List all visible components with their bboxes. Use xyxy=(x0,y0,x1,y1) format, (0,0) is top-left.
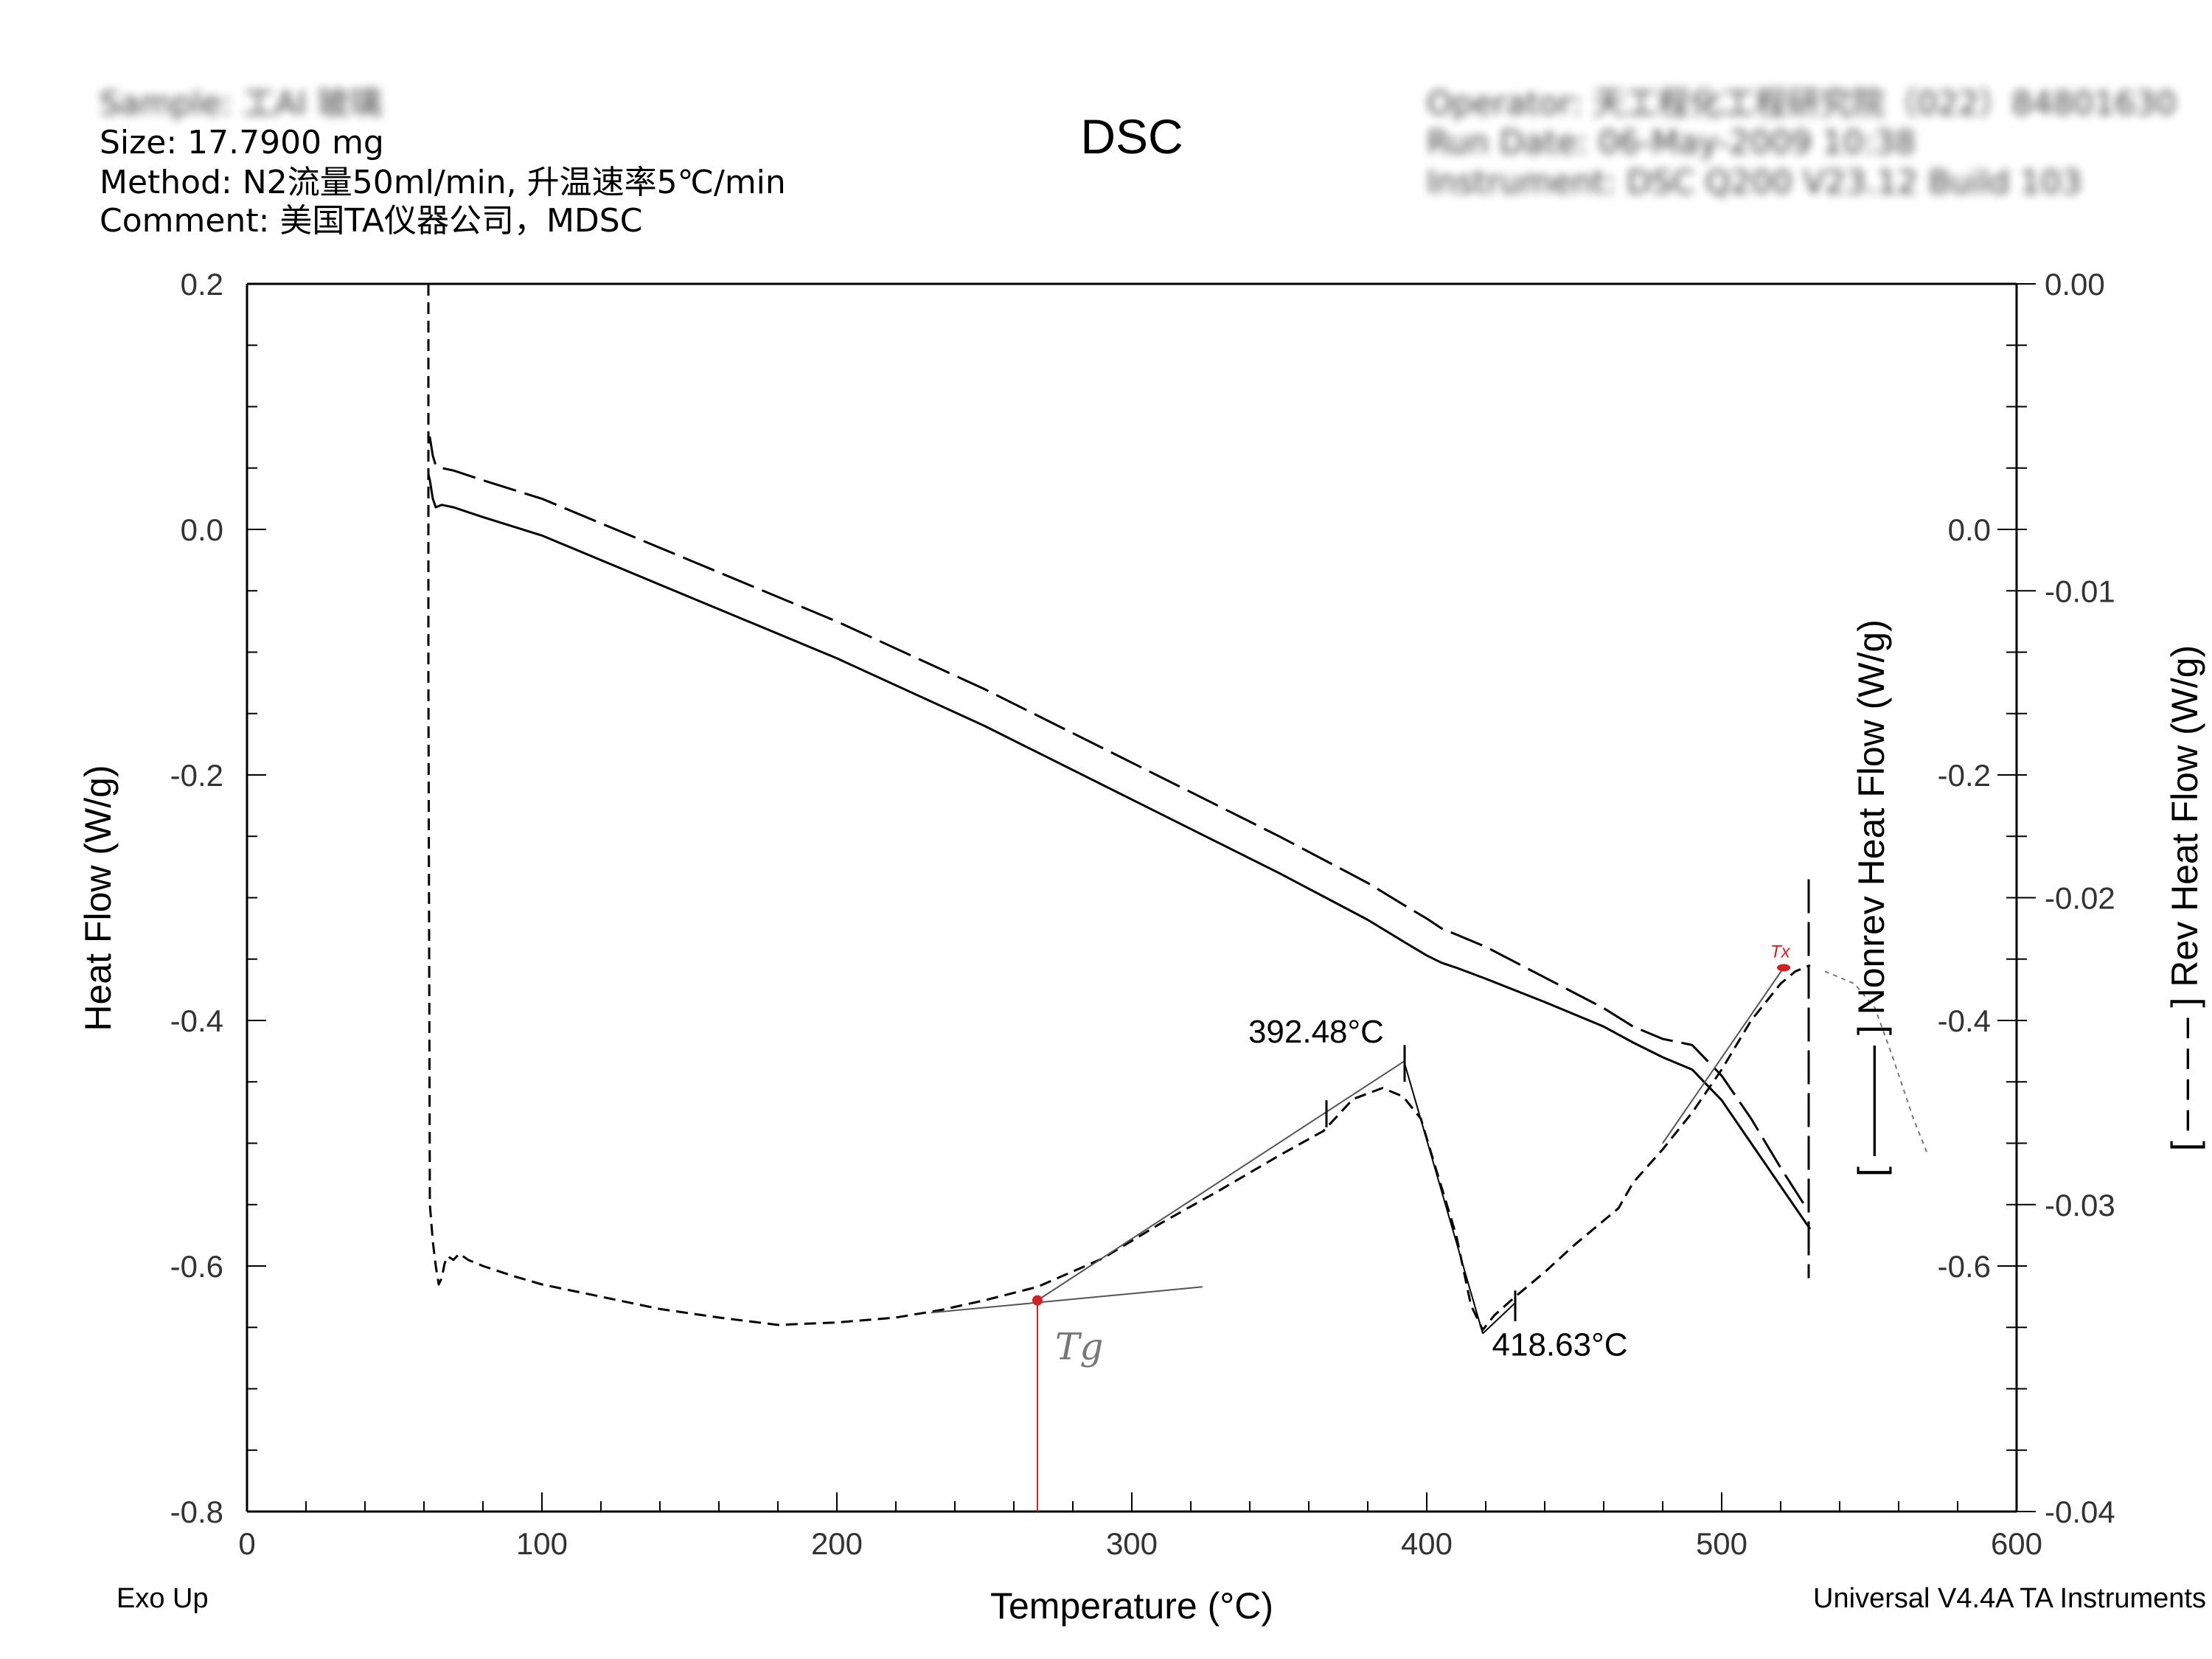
chart-title: DSC xyxy=(1080,109,1183,164)
method-text: Method: N2流量50ml/min, 升温速率5℃/min xyxy=(100,164,786,201)
x-tick-label: 300 xyxy=(1106,1526,1158,1561)
annotations: Tg Tx 392.48°C 418.63°C xyxy=(931,942,1791,1512)
software-label: Universal V4.4A TA Instruments xyxy=(1813,1583,2206,1614)
size-text: Size: 17.7900 mg xyxy=(100,124,384,161)
left-y-tick-label: -0.6 xyxy=(170,1249,223,1284)
rev-y-tick-label: 0.00 xyxy=(2045,267,2105,302)
rev-y-tick-label: -0.01 xyxy=(2045,574,2115,608)
exo-drop-tangent xyxy=(1404,1062,1484,1334)
sample-text: Sample: 工AI 玻璃 xyxy=(100,85,382,122)
tx-point xyxy=(1777,964,1790,972)
series-short-dash-curve xyxy=(427,284,1811,1332)
x-tick-label: 400 xyxy=(1401,1526,1453,1561)
tick-labels: 0 100 200 300 400 500 600 0.2 0.0 -0.2 -0.4 -0.6 -0.… xyxy=(170,267,2115,1561)
rev-y-tick-label: -0.02 xyxy=(2045,881,2115,916)
chart-header: Sample: 工AI 玻璃 Size: 17.7900 mg Method: … xyxy=(100,85,2177,240)
rev-y-axis-title: [ – – – – ] Rev Heat Flow (W/g) xyxy=(2164,645,2205,1151)
x-tick-label: 500 xyxy=(1696,1526,1747,1561)
x-tick-label: 600 xyxy=(1991,1526,2042,1561)
left-y-axis-title: Heat Flow (W/g) xyxy=(77,765,119,1031)
nonrev-y-tick-label: -0.4 xyxy=(1938,1004,1991,1038)
x-axis-title: Temperature (°C) xyxy=(990,1585,1273,1627)
left-y-tick-label: -0.8 xyxy=(170,1495,223,1529)
nonrev-y-tick-label: 0.0 xyxy=(1948,512,1991,547)
tick-marks xyxy=(246,283,2036,1512)
tg-onset-tangent xyxy=(1037,1060,1405,1301)
tg-point xyxy=(1032,1295,1043,1306)
instrument-text: Instrument: DSC Q200 V23.12 Build 103 xyxy=(1427,164,2082,201)
tx-label: Tx xyxy=(1770,942,1791,961)
left-y-tick-label: 0.0 xyxy=(181,512,223,547)
tx-tangent xyxy=(1662,967,1784,1144)
comment-text: Comment: 美国TA仪器公司，MDSC xyxy=(100,202,642,240)
tg-label: Tg xyxy=(1055,1326,1103,1368)
series-long-dash-curve xyxy=(427,436,1806,1206)
min-temp-label: 418.63°C xyxy=(1492,1327,1628,1363)
min-tangent xyxy=(1482,1302,1516,1335)
peak-temp-label: 392.48°C xyxy=(1248,1014,1384,1050)
plot-frame xyxy=(246,282,2018,1513)
operator-text: Operator: 天工程化工程研究院（022）84801630 xyxy=(1427,85,2177,122)
data-series xyxy=(427,284,1929,1332)
x-tick-label: 200 xyxy=(811,1526,863,1561)
run-date-text: Run Date: 06-May-2009 10:38 xyxy=(1427,124,1916,161)
nonrev-y-tick-label: -0.6 xyxy=(1938,1249,1991,1284)
x-tick-label: 0 xyxy=(238,1526,255,1561)
exo-up-label: Exo Up xyxy=(116,1583,209,1614)
left-y-tick-label: -0.4 xyxy=(170,1004,223,1038)
left-y-tick-label: -0.2 xyxy=(170,758,223,793)
rev-y-tick-label: -0.04 xyxy=(2045,1495,2115,1529)
nonrev-y-axis-title: [ ——— ] Nonrev Heat Flow (W/g) xyxy=(1851,619,1892,1177)
tail-curve xyxy=(1824,970,1929,1156)
rev-y-tick-label: -0.03 xyxy=(2045,1188,2115,1222)
series-solid-curve xyxy=(427,473,1812,1230)
x-tick-label: 100 xyxy=(516,1526,568,1561)
left-y-tick-label: 0.2 xyxy=(181,267,223,302)
tg-baseline-tangent xyxy=(931,1286,1203,1314)
nonrev-y-tick-label: -0.2 xyxy=(1938,758,1991,793)
